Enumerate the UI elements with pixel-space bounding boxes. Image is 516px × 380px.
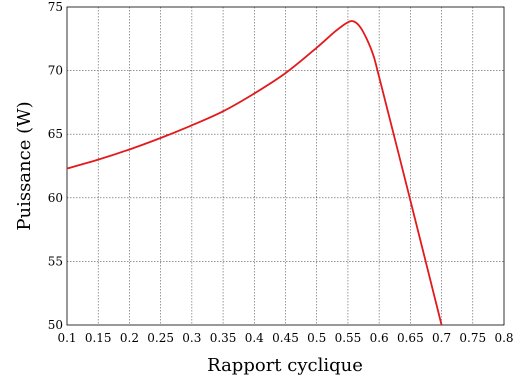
x-tick-label: 0.4	[245, 331, 264, 345]
y-tick-labels: 50 55 60 65 70 75	[48, 0, 63, 332]
x-tick-label: 0.35	[210, 331, 237, 345]
x-tick-label: 0.6	[370, 331, 389, 345]
x-tick-label: 0.5	[307, 331, 326, 345]
y-tick-label: 65	[48, 127, 63, 141]
x-tick-label: 0.3	[182, 331, 201, 345]
y-tick-label: 70	[48, 64, 63, 78]
y-tick-label: 55	[48, 254, 63, 268]
y-tick-label: 60	[48, 191, 63, 205]
series-line	[66, 20, 443, 326]
x-tick-label: 0.75	[459, 331, 486, 345]
x-tick-label: 0.25	[147, 331, 174, 345]
x-tick-label: 0.55	[335, 331, 362, 345]
x-axis-label: Rapport cyclique	[207, 355, 363, 376]
y-tick-label: 50	[48, 318, 63, 332]
grid	[67, 7, 504, 325]
x-tick-label: 0.65	[397, 331, 424, 345]
x-tick-label: 0.8	[494, 331, 513, 345]
series	[66, 20, 443, 326]
x-tick-label: 0.45	[272, 331, 299, 345]
x-tick-label: 0.15	[85, 331, 112, 345]
x-tick-label: 0.2	[120, 331, 139, 345]
y-tick-label: 75	[48, 0, 63, 14]
x-tick-labels: 0.1 0.15 0.2 0.25 0.3 0.35 0.4 0.45 0.5 0.55 0.6 0.…	[57, 331, 513, 345]
x-tick-label: 0.7	[432, 331, 451, 345]
y-axis-label: Puissance (W)	[14, 101, 35, 230]
x-tick-label: 0.1	[57, 331, 76, 345]
plot-frame	[66, 6, 505, 326]
